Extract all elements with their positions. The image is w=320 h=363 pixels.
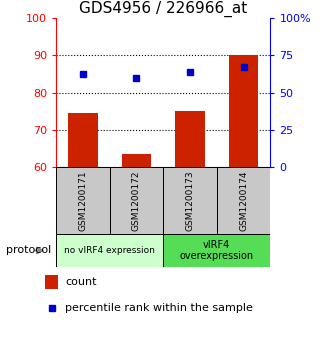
Bar [68, 113, 98, 167]
Bar [122, 154, 151, 167]
FancyBboxPatch shape [217, 167, 270, 234]
Text: GSM1200172: GSM1200172 [132, 170, 141, 231]
Bar [44, 275, 59, 289]
FancyBboxPatch shape [163, 234, 270, 267]
Text: GSM1200171: GSM1200171 [78, 170, 87, 231]
FancyBboxPatch shape [56, 167, 109, 234]
Text: GSM1200173: GSM1200173 [186, 170, 195, 231]
Text: protocol: protocol [6, 245, 52, 256]
FancyBboxPatch shape [109, 167, 163, 234]
FancyBboxPatch shape [163, 167, 217, 234]
Bar [175, 111, 205, 167]
Text: percentile rank within the sample: percentile rank within the sample [65, 303, 253, 313]
Text: GSM1200174: GSM1200174 [239, 170, 248, 231]
Text: no vIRF4 expression: no vIRF4 expression [64, 246, 155, 255]
Title: GDS4956 / 226966_at: GDS4956 / 226966_at [79, 1, 247, 17]
Text: vIRF4
overexpression: vIRF4 overexpression [180, 240, 254, 261]
Text: count: count [65, 277, 97, 287]
FancyBboxPatch shape [56, 234, 163, 267]
Bar [229, 55, 258, 167]
